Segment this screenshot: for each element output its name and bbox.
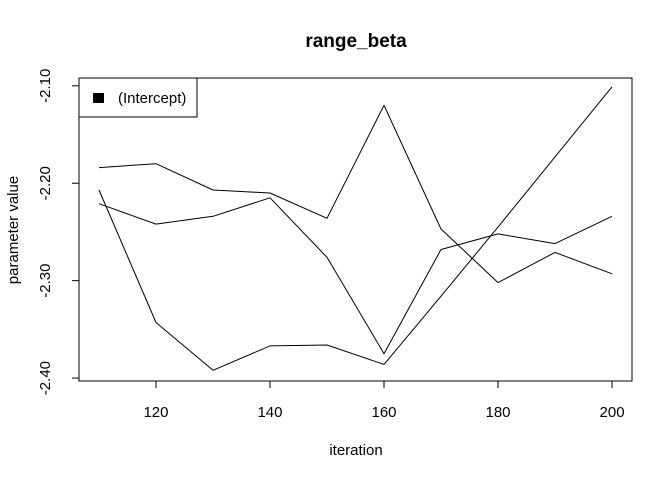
x-tick-label: 140	[257, 404, 282, 421]
x-tick-label: 120	[143, 404, 168, 421]
x-axis: 120 140 160 180 200	[143, 380, 625, 421]
x-tick-label: 180	[486, 404, 511, 421]
series-line-3	[98, 197, 613, 355]
y-tick-label: -2.20	[37, 166, 54, 200]
y-tick-label: -2.40	[37, 361, 54, 395]
legend-entry-label: (Intercept)	[118, 90, 186, 107]
y-tick-label: -2.30	[37, 264, 54, 298]
legend-swatch	[93, 93, 104, 103]
legend: (Intercept)	[78, 77, 198, 118]
y-axis: -2.40 -2.30 -2.20 -2.10	[37, 69, 80, 395]
y-axis-label: parameter value	[5, 176, 22, 284]
chart-title: range_beta	[305, 31, 407, 52]
x-axis-label: iteration	[329, 442, 382, 459]
x-tick-label: 160	[371, 404, 396, 421]
y-tick-label: -2.10	[37, 69, 54, 103]
series-line-1	[98, 104, 613, 284]
series-layer	[98, 86, 613, 371]
plot-frame	[78, 77, 633, 382]
x-tick-label: 200	[600, 404, 625, 421]
series-line-2	[98, 86, 613, 371]
